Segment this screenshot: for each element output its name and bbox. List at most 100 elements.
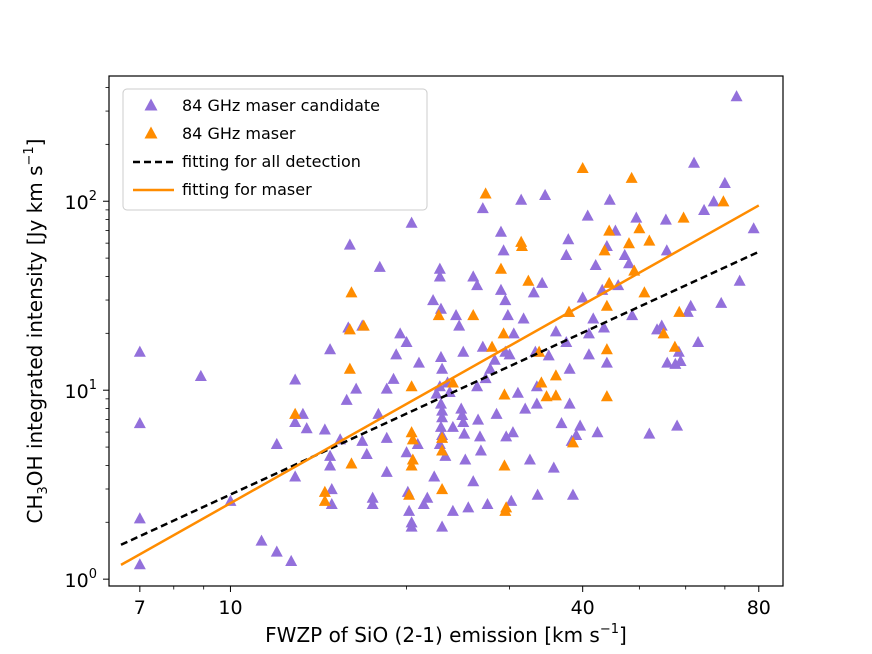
maser-point	[522, 274, 535, 286]
legend: 84 GHz maser candidate 84 GHz maser fitt…	[122, 88, 428, 211]
candidate-point	[324, 449, 337, 461]
maser-point	[405, 426, 418, 438]
candidate-point	[380, 431, 393, 443]
candidate-point	[459, 453, 472, 465]
maser-point	[403, 488, 416, 500]
candidate-point	[343, 238, 356, 250]
candidate-point	[523, 453, 536, 465]
candidate-point	[630, 211, 643, 223]
candidate-point	[511, 386, 524, 398]
candidate-point	[289, 415, 302, 427]
legend-label-fit-maser: fitting for maser	[182, 180, 312, 199]
candidate-point	[373, 260, 386, 272]
maser-point	[638, 286, 651, 298]
candidate-point	[527, 286, 540, 298]
candidate-point	[405, 216, 418, 228]
candidate-point	[563, 397, 576, 409]
maser-point	[467, 309, 480, 321]
maser-point	[717, 195, 730, 207]
candidate-point	[655, 319, 668, 331]
candidate-point	[515, 193, 528, 205]
candidate-point	[360, 447, 373, 460]
candidate-point	[366, 491, 379, 503]
candidate-point	[325, 483, 338, 495]
candidate-point	[434, 397, 447, 409]
candidate-point	[133, 512, 146, 524]
candidate-point	[412, 356, 425, 368]
candidate-point	[549, 325, 562, 337]
maser-point	[289, 407, 302, 419]
candidate-point	[324, 343, 337, 355]
maser-point	[343, 362, 356, 374]
maser-point	[535, 376, 548, 388]
candidate-point	[501, 309, 514, 321]
candidate-point	[488, 353, 501, 365]
candidate-point	[499, 294, 512, 306]
candidate-point	[472, 413, 485, 425]
candidate-point	[622, 257, 635, 269]
candidate-point	[530, 397, 543, 409]
x-tick-label: 7	[134, 597, 146, 619]
candidate-point	[458, 427, 471, 439]
maser-point	[479, 187, 492, 199]
candidate-point	[450, 309, 463, 321]
candidate-point	[471, 279, 484, 291]
maser-point	[598, 244, 611, 256]
legend-candidate-triangle-icon	[144, 98, 158, 111]
maser-point	[600, 343, 613, 355]
maser-point	[436, 444, 449, 456]
candidate-point	[681, 305, 694, 317]
candidate-point	[692, 335, 705, 348]
maser-point	[673, 305, 686, 317]
candidate-point	[674, 354, 687, 366]
candidate-point	[380, 382, 393, 394]
candidate-point	[555, 417, 568, 429]
candidate-point	[340, 393, 353, 405]
legend-label-maser: 84 GHz maser	[182, 124, 296, 143]
candidate-point	[618, 248, 631, 260]
candidate-point	[387, 372, 400, 384]
maser-point	[603, 224, 616, 236]
candidate-point	[589, 258, 602, 271]
maser-point	[677, 211, 690, 223]
candidate-point	[356, 434, 369, 446]
candidate-point	[587, 312, 600, 324]
x-tick-label: 40	[571, 597, 595, 619]
data-markers	[133, 90, 760, 570]
candidate-point	[325, 497, 338, 510]
candidate-point	[400, 446, 413, 458]
candidate-point	[563, 362, 576, 374]
candidate-point	[661, 356, 674, 368]
maser-point	[446, 376, 459, 388]
candidate-point	[574, 419, 587, 431]
candidate-point	[671, 419, 684, 431]
legend-item-fit-maser: fitting for maser	[133, 180, 312, 199]
candidate-point	[494, 283, 507, 295]
maser-point	[600, 390, 613, 402]
candidate-point	[500, 430, 513, 442]
candidate-point	[730, 90, 743, 102]
candidate-point	[600, 356, 613, 368]
candidate-point	[476, 340, 489, 352]
maser-point	[566, 436, 579, 448]
candidate-point	[688, 156, 701, 168]
legend-box	[122, 88, 428, 211]
candidate-point	[436, 520, 449, 532]
candidate-point	[539, 188, 552, 201]
candidate-point	[560, 248, 573, 260]
legend-maser-triangle-icon	[144, 126, 158, 139]
legend-label-candidate: 84 GHz maser candidate	[182, 96, 380, 115]
candidate-point	[497, 244, 510, 256]
candidate-point	[289, 373, 302, 385]
candidate-point	[289, 470, 302, 482]
candidate-point	[350, 382, 363, 394]
maser-point	[668, 340, 681, 352]
candidate-point	[503, 348, 516, 360]
maser-point	[625, 171, 638, 183]
maser-point	[405, 459, 418, 471]
x-axis-label: FWZP of SiO (2-1) emission [km s−1]	[265, 622, 627, 647]
candidate-point	[194, 369, 207, 382]
candidate-point	[446, 420, 459, 432]
candidate-point	[296, 407, 309, 419]
y-axis-ticks: 100 101 102	[65, 87, 109, 592]
